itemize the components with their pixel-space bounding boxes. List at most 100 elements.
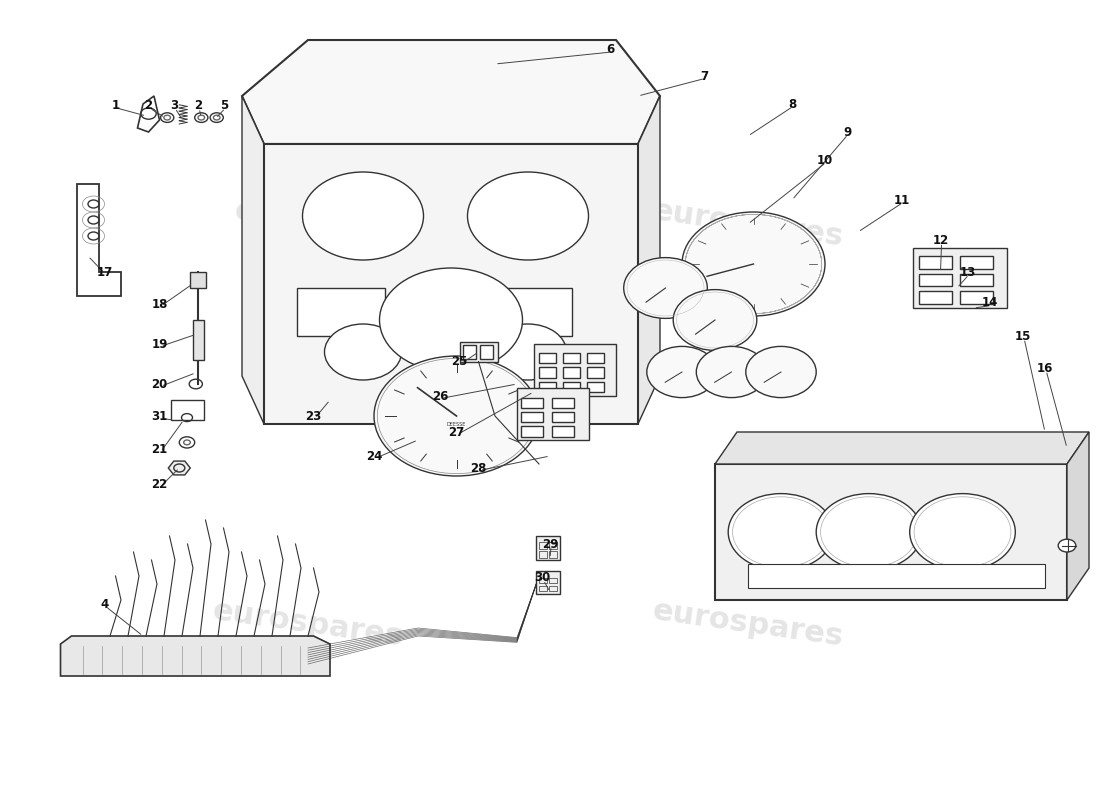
Bar [539,353,556,363]
Polygon shape [638,96,660,424]
Polygon shape [715,432,1089,464]
Bar [587,353,604,363]
Polygon shape [60,636,330,676]
Circle shape [302,172,424,260]
Circle shape [910,494,1015,570]
Circle shape [374,356,539,476]
Text: 2: 2 [144,99,153,112]
Polygon shape [715,464,1067,600]
Text: 19: 19 [152,338,167,350]
Bar [563,353,580,363]
Text: 24: 24 [366,450,382,462]
Text: 4: 4 [100,598,109,610]
Bar [549,586,557,591]
Bar [297,288,385,336]
Text: 26: 26 [432,390,448,402]
Circle shape [324,324,402,380]
Polygon shape [242,96,264,424]
Text: 22: 22 [152,478,167,490]
Polygon shape [192,320,204,360]
Bar [549,542,557,549]
Circle shape [728,494,834,570]
Bar [913,248,1007,308]
Bar [539,551,547,558]
Polygon shape [242,40,660,144]
Bar [587,382,604,392]
Bar [521,398,543,408]
Bar [539,367,556,378]
Bar [960,256,993,269]
Bar [539,578,547,583]
Text: eurospares: eurospares [651,596,845,652]
Text: 1: 1 [111,99,120,112]
Bar [536,571,560,594]
Bar [539,382,556,392]
Text: 28: 28 [471,462,486,474]
Circle shape [746,346,816,398]
Polygon shape [168,461,190,475]
Circle shape [673,290,757,350]
Bar [918,291,952,304]
Text: eurospares: eurospares [651,196,845,252]
Circle shape [682,212,825,316]
Bar [549,551,557,558]
Circle shape [490,324,566,380]
Text: 27: 27 [449,426,464,438]
Text: eurospares: eurospares [211,596,405,652]
Bar [484,288,572,336]
Text: 9: 9 [843,126,851,138]
Bar [960,291,993,304]
Text: 23: 23 [306,410,321,422]
Text: 25: 25 [452,355,468,368]
Bar [748,564,1045,588]
Circle shape [647,346,717,398]
Bar [552,398,574,408]
Text: 16: 16 [1037,362,1053,374]
Circle shape [1058,539,1076,552]
Bar [517,388,588,440]
Text: 7: 7 [700,70,708,82]
Bar [549,578,557,583]
Circle shape [379,268,522,372]
Text: eurospares: eurospares [233,196,427,252]
Bar [521,426,543,437]
Text: 8: 8 [788,98,796,110]
Text: 3: 3 [169,99,178,112]
Text: 15: 15 [1015,330,1031,342]
Circle shape [468,172,588,260]
Text: 13: 13 [960,266,976,278]
Bar [552,426,574,437]
Text: 29: 29 [542,538,558,550]
Text: 10: 10 [817,154,833,166]
Bar [563,367,580,378]
Text: DEESSE: DEESSE [447,422,466,426]
Text: 14: 14 [982,296,998,309]
Bar [587,367,604,378]
Bar [918,256,952,269]
Bar [552,412,574,422]
Bar [460,342,498,362]
Bar [960,274,993,286]
Text: 18: 18 [152,298,167,310]
Text: 5: 5 [220,99,229,112]
Bar [539,542,547,549]
Text: 20: 20 [152,378,167,390]
Bar [536,536,560,560]
Bar [170,400,204,420]
Bar [190,272,206,288]
Text: 6: 6 [606,43,615,56]
Circle shape [624,258,707,318]
Bar [563,382,580,392]
Bar [463,345,476,359]
Bar [480,345,493,359]
Text: 21: 21 [152,443,167,456]
Bar [539,586,547,591]
Bar [521,412,543,422]
Polygon shape [264,144,638,424]
Bar [534,344,616,396]
Circle shape [696,346,767,398]
Text: 31: 31 [152,410,167,422]
Text: 11: 11 [894,194,910,206]
Bar [918,274,952,286]
Text: 17: 17 [97,266,112,278]
